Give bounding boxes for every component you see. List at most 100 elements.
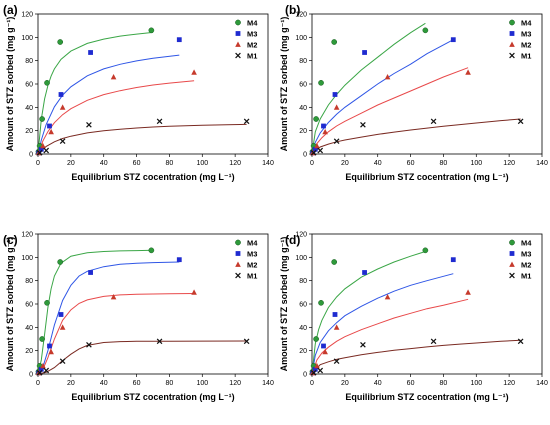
data-point-m4: [318, 79, 324, 86]
data-point-m1: [243, 338, 250, 345]
fit-curve-m3: [37, 261, 180, 375]
data-point-m2: [48, 348, 54, 355]
legend-marker-m2: [509, 261, 515, 267]
legend-label: M1: [247, 272, 257, 281]
data-point-m3: [450, 257, 456, 263]
data-point-m3: [321, 123, 326, 129]
legend-label: M1: [521, 52, 531, 61]
legend-label: M4: [521, 19, 532, 28]
data-point-m3: [88, 50, 93, 55]
x-tick-label: 40: [374, 380, 382, 387]
data-point-m4: [313, 336, 319, 342]
y-tick-label: 20: [299, 128, 307, 135]
x-tick-label: 80: [440, 160, 448, 167]
legend-label: M3: [521, 250, 531, 259]
data-point-m1: [360, 122, 366, 128]
legend-label: M4: [521, 239, 532, 248]
data-point-m4: [422, 247, 429, 254]
y-tick-label: 60: [299, 82, 307, 89]
y-tick-label: 120: [295, 12, 307, 19]
data-point-m2: [465, 69, 471, 75]
x-tick-label: 80: [440, 380, 448, 387]
y-tick-label: 40: [299, 105, 307, 112]
data-point-m4: [148, 27, 155, 34]
legend: M4 M3 M2 M1: [509, 19, 532, 61]
legend-marker-m1: [235, 272, 241, 279]
legend-marker-m1: [509, 52, 515, 59]
data-point-m3: [362, 270, 367, 275]
x-tick-label: 120: [503, 160, 515, 167]
x-axis-label: Equilibrium STZ cocentration (mg L⁻¹): [345, 172, 508, 182]
x-tick-label: 80: [166, 160, 174, 167]
data-point-m2: [384, 74, 391, 80]
x-axis-label: Equilibrium STZ cocentration (mg L⁻¹): [71, 392, 234, 402]
y-tick-label: 80: [25, 278, 33, 285]
fit-curve-m4: [37, 31, 154, 155]
y-tick-label: 80: [25, 58, 33, 65]
y-tick-label: 60: [25, 302, 33, 309]
legend-label: M2: [521, 261, 531, 270]
y-tick-label: 0: [29, 372, 33, 379]
x-tick-label: 120: [503, 380, 515, 387]
y-tick-label: 120: [21, 232, 33, 239]
data-point-m3: [312, 146, 318, 152]
fit-curve-m1: [37, 123, 247, 155]
data-point-m3: [332, 92, 338, 97]
data-point-m4: [422, 27, 429, 34]
x-tick-label: 0: [310, 160, 314, 167]
fit-curve-m3: [311, 39, 454, 155]
y-axis-label: Amount of STZ sorbed (mg g⁻¹): [279, 237, 289, 372]
panel-label: (d): [285, 233, 300, 247]
y-tick-label: 20: [299, 348, 307, 355]
legend: M4 M3 M2 M1: [235, 19, 258, 61]
data-point-m3: [47, 343, 52, 349]
x-tick-label: 140: [262, 380, 274, 387]
legend-marker-m4: [509, 19, 515, 26]
y-tick-label: 100: [21, 35, 33, 42]
data-point-m1: [59, 358, 66, 364]
y-axis-label: Amount of STZ sorbed (mg g⁻¹): [279, 17, 289, 152]
plot-frame: [37, 13, 269, 155]
y-tick-label: 40: [25, 325, 33, 332]
data-point-m1: [517, 338, 524, 345]
legend-label: M3: [521, 30, 531, 39]
legend-label: M2: [247, 261, 257, 270]
chart-panel: (c) 0 20 40 60 80 100 120 140 0 20 40 60 80 100 120 Equi…: [3, 232, 274, 403]
data-point-m2: [59, 104, 66, 110]
x-tick-label: 140: [262, 160, 274, 167]
data-point-m2: [465, 289, 471, 295]
data-point-m4: [57, 259, 64, 265]
x-tick-label: 20: [341, 380, 349, 387]
x-tick-label: 20: [67, 380, 75, 387]
data-point-m4: [39, 336, 45, 342]
x-tick-label: 80: [166, 380, 174, 387]
x-tick-label: 120: [229, 160, 241, 167]
fit-curve-m3: [311, 273, 454, 375]
y-tick-label: 120: [21, 12, 33, 19]
legend-label: M3: [247, 250, 257, 259]
x-tick-label: 20: [341, 160, 349, 167]
data-point-m2: [40, 142, 46, 149]
panel-label: (a): [3, 3, 18, 17]
data-point-m1: [43, 367, 50, 374]
data-point-m3: [321, 343, 326, 349]
data-point-m4: [57, 39, 64, 45]
fit-curve-m1: [37, 340, 247, 375]
data-point-m3: [58, 312, 64, 317]
y-tick-label: 0: [303, 152, 307, 159]
data-point-m1: [156, 118, 163, 125]
x-tick-label: 40: [100, 380, 108, 387]
legend-marker-m4: [235, 239, 241, 246]
y-axis-label: Amount of STZ sorbed (mg g⁻¹): [5, 237, 15, 372]
legend: M4 M3 M2 M1: [509, 239, 532, 281]
data-point-m4: [331, 39, 338, 45]
data-point-m1: [317, 147, 324, 154]
x-tick-label: 100: [196, 160, 208, 167]
fit-curve-m2: [37, 80, 195, 155]
x-tick-label: 40: [374, 160, 382, 167]
data-point-m3: [332, 312, 338, 317]
legend-label: M1: [247, 52, 257, 61]
legend-marker-m1: [235, 52, 241, 59]
legend-label: M2: [521, 41, 531, 50]
chart-panel: (b) 0 20 40 60 80 100 120 140 0 20 40 60 80 100 120 Equi…: [279, 3, 548, 182]
